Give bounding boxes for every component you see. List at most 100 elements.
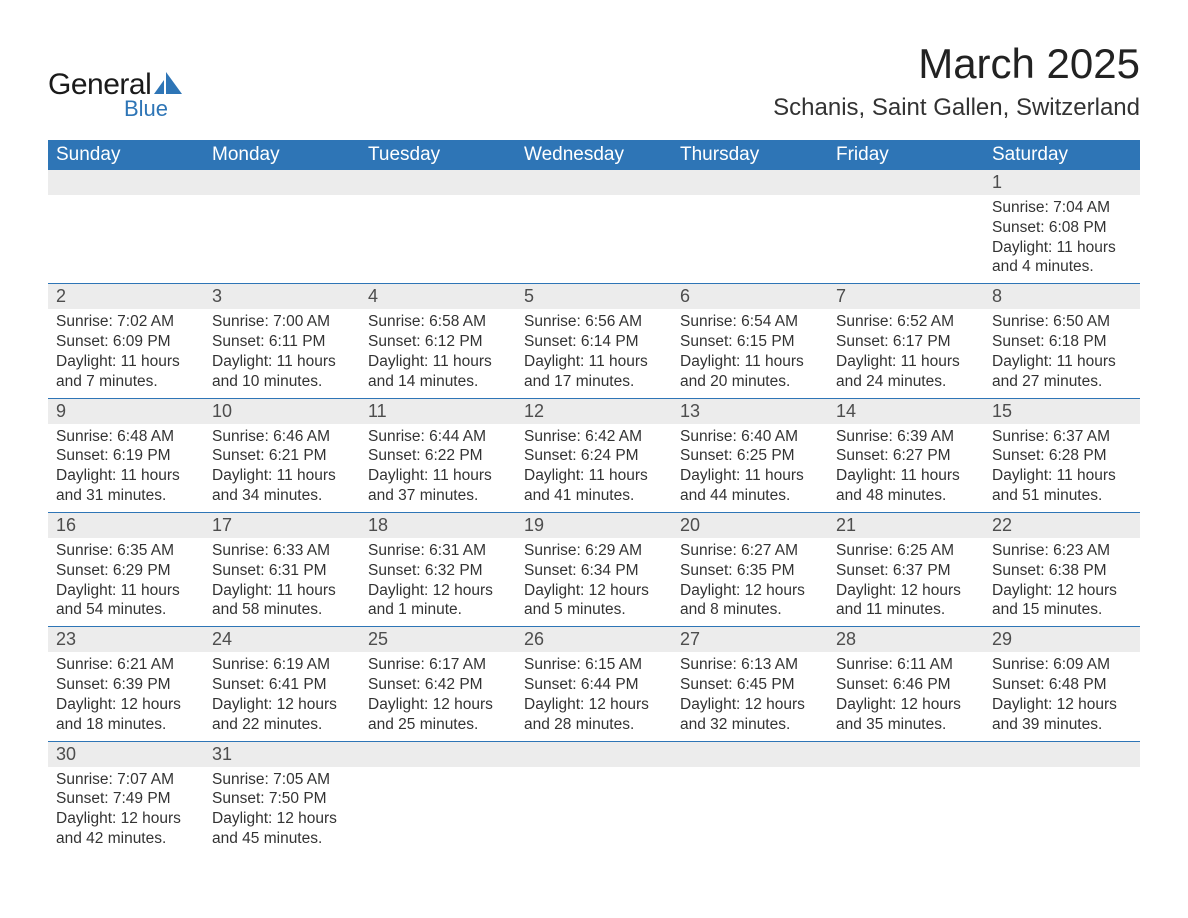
day-day2: and 14 minutes. [368, 372, 508, 392]
week-daynum-row: 16171819202122 [48, 512, 1140, 538]
week-daynum-row: 9101112131415 [48, 398, 1140, 424]
day-number-cell: 30 [48, 741, 204, 767]
day-content-cell: Sunrise: 7:04 AMSunset: 6:08 PMDaylight:… [984, 195, 1140, 284]
day-sunset: Sunset: 6:44 PM [524, 675, 664, 695]
day-number-cell [360, 170, 516, 195]
brand-logo: General Blue [48, 68, 182, 122]
day-day2: and 7 minutes. [56, 372, 196, 392]
day-day1: Daylight: 11 hours [56, 352, 196, 372]
day-content-cell [672, 195, 828, 284]
day-number-cell: 21 [828, 512, 984, 538]
day-day1: Daylight: 11 hours [368, 352, 508, 372]
day-content-cell: Sunrise: 7:02 AMSunset: 6:09 PMDaylight:… [48, 309, 204, 398]
day-day1: Daylight: 12 hours [212, 809, 352, 829]
day-day1: Daylight: 11 hours [836, 466, 976, 486]
day-sunset: Sunset: 6:24 PM [524, 446, 664, 466]
day-number-cell: 13 [672, 398, 828, 424]
day-sunrise: Sunrise: 6:21 AM [56, 655, 196, 675]
day-day2: and 1 minute. [368, 600, 508, 620]
day-sunset: Sunset: 6:35 PM [680, 561, 820, 581]
day-header: Monday [204, 140, 360, 170]
day-sunrise: Sunrise: 6:19 AM [212, 655, 352, 675]
day-number-cell: 19 [516, 512, 672, 538]
day-number-cell: 8 [984, 284, 1140, 310]
day-day2: and 17 minutes. [524, 372, 664, 392]
day-header: Saturday [984, 140, 1140, 170]
week-content-row: Sunrise: 6:35 AMSunset: 6:29 PMDaylight:… [48, 538, 1140, 627]
day-header: Thursday [672, 140, 828, 170]
day-content-cell: Sunrise: 6:13 AMSunset: 6:45 PMDaylight:… [672, 652, 828, 741]
day-sunset: Sunset: 7:49 PM [56, 789, 196, 809]
day-number-cell [360, 741, 516, 767]
day-day2: and 54 minutes. [56, 600, 196, 620]
day-content-cell: Sunrise: 7:07 AMSunset: 7:49 PMDaylight:… [48, 767, 204, 855]
day-number-cell: 1 [984, 170, 1140, 195]
day-content-cell: Sunrise: 6:37 AMSunset: 6:28 PMDaylight:… [984, 424, 1140, 513]
day-day1: Daylight: 11 hours [992, 466, 1132, 486]
day-day2: and 15 minutes. [992, 600, 1132, 620]
day-sunrise: Sunrise: 7:05 AM [212, 770, 352, 790]
day-content-cell: Sunrise: 6:58 AMSunset: 6:12 PMDaylight:… [360, 309, 516, 398]
day-header: Tuesday [360, 140, 516, 170]
day-day2: and 25 minutes. [368, 715, 508, 735]
day-number-cell: 6 [672, 284, 828, 310]
day-number-cell [828, 170, 984, 195]
day-number-cell: 26 [516, 627, 672, 653]
day-content-cell [204, 195, 360, 284]
day-number-cell: 17 [204, 512, 360, 538]
day-sunset: Sunset: 6:42 PM [368, 675, 508, 695]
day-content-cell: Sunrise: 6:40 AMSunset: 6:25 PMDaylight:… [672, 424, 828, 513]
day-sunset: Sunset: 6:25 PM [680, 446, 820, 466]
day-sunset: Sunset: 6:38 PM [992, 561, 1132, 581]
day-sunrise: Sunrise: 6:58 AM [368, 312, 508, 332]
day-day2: and 37 minutes. [368, 486, 508, 506]
week-content-row: Sunrise: 7:02 AMSunset: 6:09 PMDaylight:… [48, 309, 1140, 398]
day-sunset: Sunset: 6:37 PM [836, 561, 976, 581]
day-content-cell: Sunrise: 6:23 AMSunset: 6:38 PMDaylight:… [984, 538, 1140, 627]
day-content-cell: Sunrise: 6:19 AMSunset: 6:41 PMDaylight:… [204, 652, 360, 741]
week-content-row: Sunrise: 6:48 AMSunset: 6:19 PMDaylight:… [48, 424, 1140, 513]
day-sunset: Sunset: 6:28 PM [992, 446, 1132, 466]
day-day1: Daylight: 11 hours [524, 352, 664, 372]
day-sunset: Sunset: 6:39 PM [56, 675, 196, 695]
day-day2: and 11 minutes. [836, 600, 976, 620]
week-daynum-row: 23242526272829 [48, 627, 1140, 653]
day-content-cell [516, 195, 672, 284]
day-sunset: Sunset: 6:48 PM [992, 675, 1132, 695]
week-daynum-row: 3031 [48, 741, 1140, 767]
day-content-cell: Sunrise: 6:50 AMSunset: 6:18 PMDaylight:… [984, 309, 1140, 398]
day-day2: and 35 minutes. [836, 715, 976, 735]
day-sunrise: Sunrise: 6:54 AM [680, 312, 820, 332]
day-day1: Daylight: 12 hours [680, 695, 820, 715]
day-number-cell [828, 741, 984, 767]
day-day2: and 5 minutes. [524, 600, 664, 620]
day-day1: Daylight: 12 hours [680, 581, 820, 601]
day-number-cell: 12 [516, 398, 672, 424]
day-content-cell: Sunrise: 6:21 AMSunset: 6:39 PMDaylight:… [48, 652, 204, 741]
day-sunrise: Sunrise: 6:33 AM [212, 541, 352, 561]
day-sunrise: Sunrise: 6:35 AM [56, 541, 196, 561]
day-content-cell [516, 767, 672, 855]
day-content-cell [360, 195, 516, 284]
day-day2: and 44 minutes. [680, 486, 820, 506]
day-day1: Daylight: 11 hours [680, 466, 820, 486]
day-day1: Daylight: 12 hours [992, 581, 1132, 601]
day-sunrise: Sunrise: 7:00 AM [212, 312, 352, 332]
day-number-cell [984, 741, 1140, 767]
day-content-cell: Sunrise: 6:11 AMSunset: 6:46 PMDaylight:… [828, 652, 984, 741]
day-content-cell [828, 195, 984, 284]
day-sunset: Sunset: 6:14 PM [524, 332, 664, 352]
day-content-cell: Sunrise: 7:05 AMSunset: 7:50 PMDaylight:… [204, 767, 360, 855]
day-day1: Daylight: 12 hours [524, 695, 664, 715]
day-sunset: Sunset: 6:34 PM [524, 561, 664, 581]
day-sunset: Sunset: 6:21 PM [212, 446, 352, 466]
day-sunset: Sunset: 7:50 PM [212, 789, 352, 809]
day-sunset: Sunset: 6:09 PM [56, 332, 196, 352]
day-sunrise: Sunrise: 7:02 AM [56, 312, 196, 332]
day-sunset: Sunset: 6:27 PM [836, 446, 976, 466]
logo-sail-icon [154, 72, 182, 99]
day-content-cell [360, 767, 516, 855]
day-content-cell [672, 767, 828, 855]
day-day2: and 34 minutes. [212, 486, 352, 506]
day-content-cell [828, 767, 984, 855]
